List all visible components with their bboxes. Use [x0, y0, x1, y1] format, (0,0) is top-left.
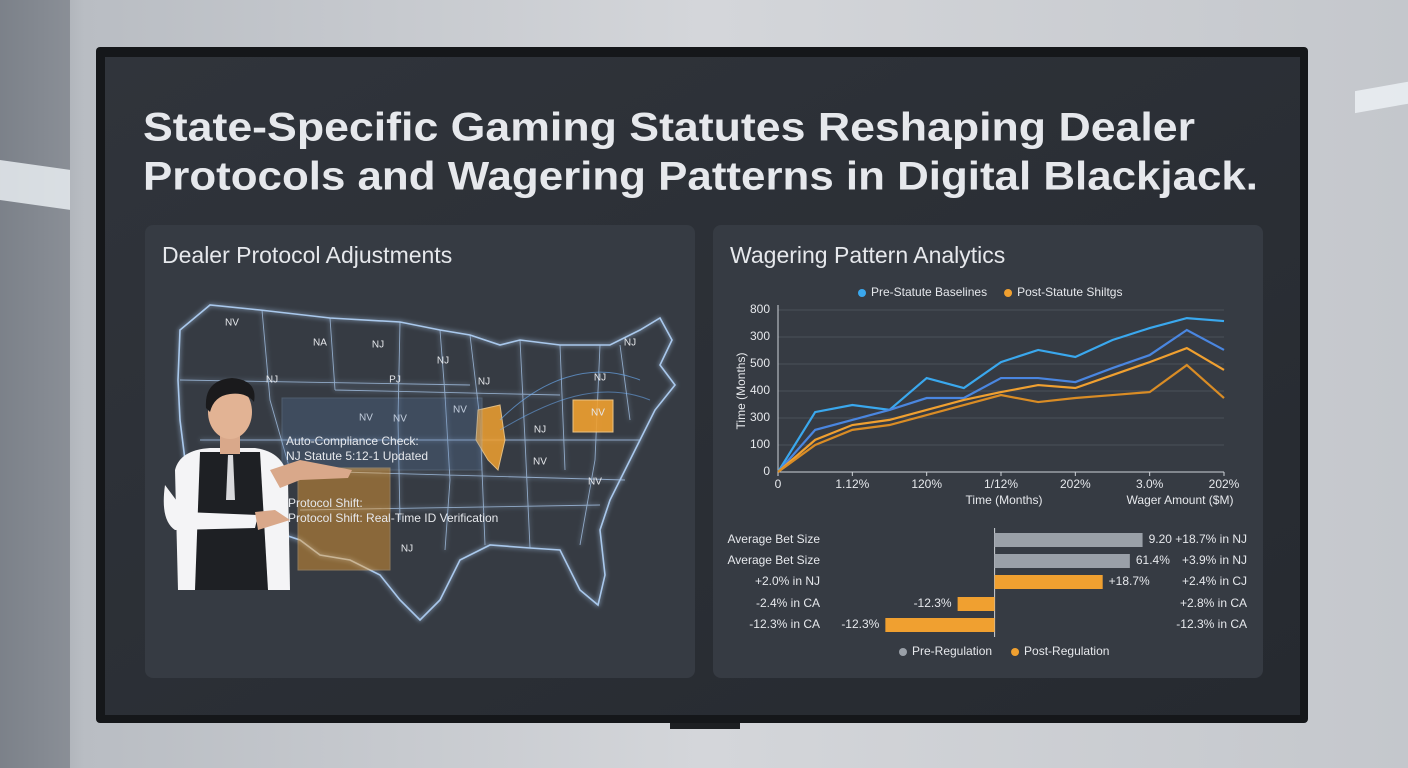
bar-note: -12.3%: [841, 617, 879, 631]
row-note: +2.8% in CA: [1180, 596, 1247, 610]
bar-chart: Average Bet Size +18.7% in NJ9.20 Average …: [727, 528, 1247, 658]
legend-swatch: [1004, 289, 1013, 297]
series-line: [777, 363, 1225, 473]
legend-label: Post-Statute Shiltgs: [1017, 285, 1122, 299]
signal-arc: [499, 391, 651, 431]
highlight-state: [572, 399, 614, 433]
y-tick-label: 800: [750, 302, 770, 316]
row-note: +3.9% in NJ: [1182, 553, 1247, 567]
category-label: Average Bet Size: [727, 532, 820, 546]
map-outline: [177, 304, 677, 622]
avatar-arm: [163, 485, 258, 530]
avatar-face: [208, 385, 252, 439]
map-label: NJ: [624, 338, 636, 349]
bar-note: +18.7%: [1109, 574, 1150, 588]
y-tick-label: 300: [750, 410, 770, 424]
bar: [994, 575, 1103, 589]
bar-note: -12.3%: [914, 596, 952, 610]
map-label: NJ: [401, 544, 413, 555]
x-axis-label: Time (Months): [966, 493, 1043, 507]
y-tick-label: 0: [763, 464, 770, 478]
map-label: NV: [225, 318, 239, 329]
avatar-hand: [255, 510, 290, 530]
map-label: NV: [359, 413, 373, 424]
legend-swatch: [1011, 648, 1020, 656]
highlight-state: [475, 404, 506, 471]
shift-callout: [297, 467, 391, 571]
series-line: [777, 328, 1225, 473]
map-label: NJ: [266, 375, 278, 386]
y-tick-label: 300: [750, 329, 770, 343]
side-wall: [0, 0, 70, 768]
map-label: NV: [393, 414, 407, 425]
avatar-collar: [226, 455, 235, 500]
panel-heading: Wagering Pattern Analytics: [730, 242, 1005, 268]
y-axis-label: Time (Months): [734, 353, 748, 430]
map-label: NA: [313, 338, 327, 349]
map-label: NV: [533, 457, 547, 468]
series-line: [777, 346, 1225, 473]
category-label: -12.3% in CA: [749, 617, 820, 631]
signal-arc: [499, 371, 641, 421]
panel-heading: Dealer Protocol Adjustments: [162, 242, 452, 268]
ceiling-light: [1355, 81, 1408, 114]
map-label: NV: [453, 405, 467, 416]
x-tick-label: 1/12%: [984, 477, 1018, 491]
legend-label: Post-Regulation: [1024, 644, 1109, 658]
legend-swatch: [899, 648, 907, 656]
callout-text: NJ Statute 5:12-1 Updated: [286, 449, 428, 463]
tv-stand: [670, 723, 740, 729]
x-tick-label: 3.0%: [1136, 477, 1164, 491]
bar-note: 9.20: [1149, 532, 1173, 546]
row-note: +2.4% in CJ: [1182, 574, 1247, 588]
avatar-hand: [270, 460, 352, 488]
bar: [994, 554, 1130, 568]
map-label: NJ: [534, 425, 546, 436]
x-tick-label: 0: [775, 477, 782, 491]
row-note: +18.7% in NJ: [1175, 532, 1247, 546]
map-label: NJ: [478, 377, 490, 388]
compliance-callout: [281, 397, 483, 471]
row-note: -12.3% in CA: [1176, 617, 1247, 631]
x-tick-label: 120%: [911, 477, 942, 491]
line-chart: 0 100 300 400 500 300 800 0 1.12% 120% 1/12% 202% 3.…: [734, 285, 1239, 507]
avatar-hair: [205, 378, 255, 412]
category-label: +2.0% in NJ: [755, 574, 820, 588]
bar: [994, 533, 1143, 547]
series-line: [777, 316, 1225, 473]
bar: [885, 618, 995, 632]
bar-note: 61.4%: [1136, 553, 1170, 567]
y-tick-label: 400: [750, 383, 770, 397]
x-tick-label: 1.12%: [835, 477, 869, 491]
map-label: NV: [588, 477, 602, 488]
y-tick-label: 500: [750, 356, 770, 370]
category-label: Average Bet Size: [727, 553, 820, 567]
x-tick-label: 202%: [1060, 477, 1091, 491]
dealer-avatar: [163, 378, 352, 590]
category-label: -2.4% in CA: [756, 596, 820, 610]
map-label: NV: [591, 408, 605, 419]
title-line: State-Specific Gaming Statutes Reshaping…: [143, 106, 1195, 150]
x-axis-label: Wager Amount ($M): [1127, 493, 1234, 507]
map-label: PJ: [389, 375, 401, 386]
callout-text: Auto-Compliance Check:: [286, 434, 419, 448]
legend-swatch: [858, 289, 866, 297]
map-label: NJ: [372, 340, 384, 351]
ceiling-light: [0, 160, 70, 210]
map-label: NJ: [594, 373, 606, 384]
map-labels: NV NA NJ NJ NJ PJ NJ NV NV NV NJ NJ NV NJ NV NJ NV: [225, 318, 636, 555]
legend-label: Pre-Regulation: [912, 644, 992, 658]
y-tick-label: 100: [750, 437, 770, 451]
callout-text: Protocol Shift: Real-Time ID Verificatio…: [288, 511, 498, 525]
title-line: Protocols and Wagering Patterns in Digit…: [143, 155, 1258, 199]
x-tick-label: 202%: [1209, 477, 1240, 491]
legend-label: Pre-Statute Baselines: [871, 285, 987, 299]
callout-text: Protocol Shift:: [288, 496, 363, 510]
bar: [957, 597, 995, 611]
map-label: NJ: [437, 356, 449, 367]
